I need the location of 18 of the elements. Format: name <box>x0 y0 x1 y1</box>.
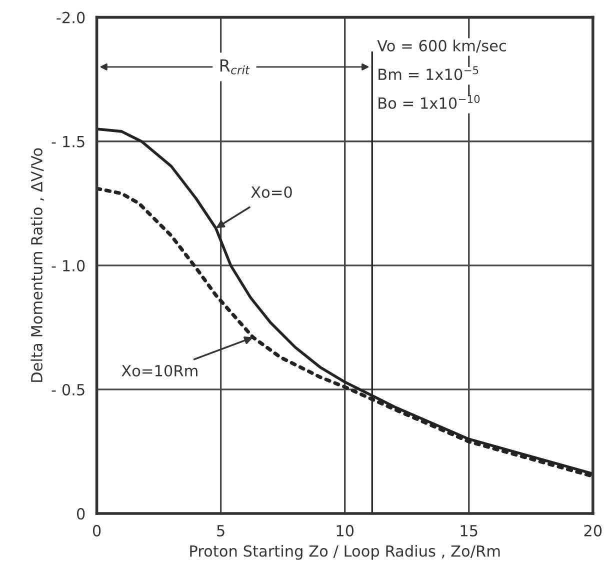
x-tick-label: 20 <box>584 524 602 536</box>
y-tick-label: - 1.5 <box>52 136 84 148</box>
ref-line-label: R$_{crit}$ <box>220 59 250 74</box>
annotation: Bo = 1x10$^{−10}$ <box>378 94 480 109</box>
y-tick-label: - 0.5 <box>52 384 84 396</box>
annotation: Bm = 1x10$^{−5}$ <box>378 66 478 80</box>
y-axis-title: Delta Momentum Ratio , ΔV/Vo <box>30 148 44 382</box>
x-tick-label: 5 <box>217 525 224 536</box>
annotation: Xo=0 <box>251 186 292 198</box>
annotation: Xo=10Rm <box>122 364 198 377</box>
annotation: Vo = 600 km/sec <box>377 40 506 53</box>
y-tick-label: -2.0 <box>56 12 85 24</box>
x-tick-label: 15 <box>460 525 478 536</box>
x-axis-title: Proton Starting Zo / Loop Radius , Zo/Rm <box>190 544 500 560</box>
x-tick-label: 0 <box>92 524 101 536</box>
y-tick-label: 0 <box>76 508 85 520</box>
y-tick-label: - 1.0 <box>52 260 85 272</box>
x-tick-label: 10 <box>336 524 354 536</box>
